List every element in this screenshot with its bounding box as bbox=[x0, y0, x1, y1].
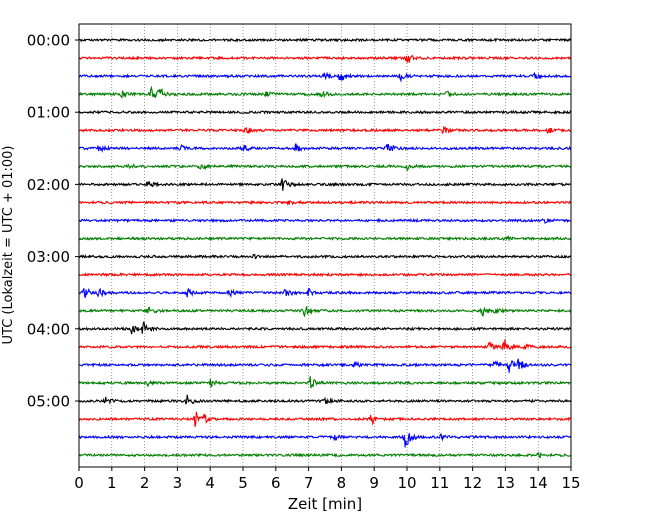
x-tick-label: 5 bbox=[238, 474, 248, 492]
trace-line bbox=[78, 163, 572, 172]
trace-line bbox=[78, 432, 572, 448]
trace-line bbox=[78, 85, 572, 99]
seismogram-traces bbox=[78, 37, 572, 459]
trace-line bbox=[78, 321, 572, 335]
trace-line bbox=[78, 394, 572, 405]
trace-line bbox=[78, 178, 572, 191]
x-tick-label: 15 bbox=[561, 474, 580, 492]
y-tick-label: 03:00 bbox=[27, 248, 70, 266]
x-tick-label: 7 bbox=[304, 474, 314, 492]
trace-line bbox=[78, 109, 572, 115]
x-axis-ticks: 0 1 2 3 4 5 6 7 8 9 10 11 12 13 14 15 bbox=[74, 467, 581, 492]
trace-line bbox=[78, 306, 572, 318]
vertical-gridlines bbox=[111, 24, 539, 467]
trace-line bbox=[78, 199, 572, 206]
plot-frame bbox=[78, 23, 572, 468]
x-tick-label: 8 bbox=[337, 474, 347, 492]
trace-line bbox=[78, 339, 572, 351]
trace-line bbox=[78, 143, 572, 154]
y-axis-label: UTC (Lokalzeit = UTC + 01:00) bbox=[1, 146, 16, 345]
trace-line bbox=[78, 287, 572, 299]
x-tick-label: 6 bbox=[271, 474, 281, 492]
x-tick-label: 4 bbox=[205, 474, 215, 492]
y-tick-label: 01:00 bbox=[27, 104, 70, 122]
x-tick-label: 10 bbox=[397, 474, 416, 492]
y-tick-label: 04:00 bbox=[27, 320, 70, 338]
trace-line bbox=[78, 37, 572, 43]
y-tick-label: 02:00 bbox=[27, 176, 70, 194]
trace-line bbox=[78, 358, 572, 373]
trace-line bbox=[78, 125, 572, 135]
trace-line bbox=[78, 376, 572, 389]
x-tick-label: 12 bbox=[463, 474, 482, 492]
trace-line bbox=[78, 451, 572, 459]
trace-line bbox=[78, 71, 572, 83]
trace-line bbox=[78, 54, 572, 64]
x-tick-label: 3 bbox=[173, 474, 183, 492]
x-tick-label: 9 bbox=[369, 474, 379, 492]
y-tick-label: 00:00 bbox=[27, 32, 70, 50]
y-tick-label: 05:00 bbox=[27, 393, 70, 411]
trace-line bbox=[78, 217, 572, 224]
trace-line bbox=[78, 272, 572, 278]
trace-line bbox=[78, 253, 572, 260]
x-tick-label: 11 bbox=[430, 474, 449, 492]
x-tick-label: 13 bbox=[496, 474, 515, 492]
x-tick-label: 2 bbox=[140, 474, 150, 492]
y-axis-ticks: 00:00 01:00 02:00 03:00 04:00 05:00 bbox=[27, 32, 79, 411]
trace-line bbox=[78, 411, 572, 427]
x-axis-label: Zeit [min] bbox=[288, 495, 362, 513]
trace-line bbox=[78, 235, 572, 243]
x-tick-label: 14 bbox=[529, 474, 548, 492]
x-tick-label: 0 bbox=[74, 474, 84, 492]
x-tick-label: 1 bbox=[107, 474, 117, 492]
